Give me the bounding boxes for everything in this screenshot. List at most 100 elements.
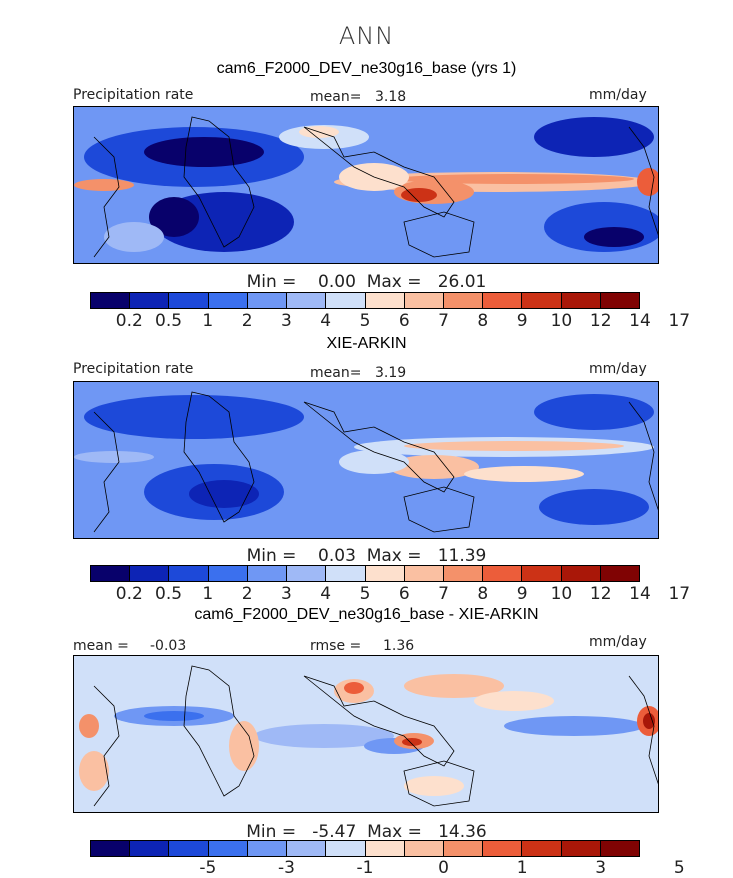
colorbar-segment: [130, 566, 170, 581]
colorbar-tick-label: 1: [202, 311, 214, 331]
colorbar-tick-label: 5: [673, 858, 685, 878]
colorbar-tick-label: -3: [277, 858, 295, 878]
panel3-colorbar: [90, 840, 640, 857]
panel3-title: cam6_F2000_DEV_ne30g16_base - XIE-ARKIN: [194, 606, 539, 623]
panel2-title: XIE-ARKIN: [326, 335, 407, 352]
colorbar-segment: [443, 566, 484, 581]
panel1-min-max: Min = 0.00 Max = 26.01: [246, 272, 487, 292]
colorbar-tick-label: 8: [477, 584, 489, 604]
panel1-map: [73, 106, 659, 264]
panel2-mean-label: mean=: [310, 365, 362, 381]
colorbar-tick-label: 17: [668, 311, 691, 331]
colorbar-segment: [130, 293, 170, 308]
colorbar-segment: [365, 841, 405, 856]
colorbar-segment: [483, 293, 523, 308]
colorbar-segment: [404, 566, 444, 581]
panel1-units: mm/day: [589, 87, 647, 103]
colorbar-segment: [287, 293, 327, 308]
colorbar-segment: [247, 566, 288, 581]
colorbar-segment: [326, 566, 366, 581]
colorbar-segment: [287, 841, 327, 856]
colorbar-segment: [404, 293, 444, 308]
colorbar-segment: [287, 566, 327, 581]
panel1-colorbar: [90, 292, 640, 309]
colorbar-segment: [91, 841, 131, 856]
colorbar-segment: [247, 293, 288, 308]
colorbar-segment: [365, 293, 405, 308]
colorbar-tick-label: 12: [589, 311, 612, 331]
colorbar-segment: [208, 293, 248, 308]
colorbar-tick-label: 0.2: [115, 584, 143, 604]
panel3-min-max: Min = -5.47 Max = 14.36: [246, 822, 487, 842]
colorbar-segment: [208, 566, 248, 581]
colorbar-segment: [130, 841, 170, 856]
colorbar-tick-label: 0: [438, 858, 449, 878]
colorbar-segment: [169, 566, 209, 581]
colorbar-tick-label: 7: [438, 584, 449, 604]
colorbar-tick-label: 4: [320, 311, 332, 331]
colorbar-segment: [561, 566, 601, 581]
colorbar-tick-label: 4: [320, 584, 332, 604]
panel1-title: cam6_F2000_DEV_ne30g16_base (yrs 1): [216, 60, 517, 77]
colorbar-segment: [561, 293, 601, 308]
colorbar-segment: [443, 293, 484, 308]
colorbar-segment: [326, 841, 366, 856]
colorbar-tick-label: 12: [589, 584, 612, 604]
panel1-variable-label: Precipitation rate: [73, 87, 194, 103]
colorbar-tick-label: 9: [516, 311, 528, 331]
colorbar-tick-label: 3: [281, 311, 292, 331]
colorbar-tick-label: 2: [241, 311, 253, 331]
colorbar-segment: [561, 841, 601, 856]
colorbar-tick-label: 9: [516, 584, 528, 604]
colorbar-tick-label: 1: [202, 584, 214, 604]
colorbar-tick-label: 5: [359, 584, 371, 604]
colorbar-segment: [404, 841, 444, 856]
colorbar-segment: [91, 293, 131, 308]
colorbar-tick-label: 17: [668, 584, 691, 604]
colorbar-segment: [483, 841, 523, 856]
colorbar-segment: [169, 293, 209, 308]
colorbar-tick-label: 2: [241, 584, 253, 604]
colorbar-segment: [365, 566, 405, 581]
colorbar-segment: [600, 566, 640, 581]
panel3-rmse-label: rmse =: [310, 638, 362, 654]
colorbar-segment: [600, 841, 640, 856]
panel1-colorbar-ticks: 0.2 0.5 1 2 3 4 5 6 7 8 9 10 12 14 17: [90, 311, 690, 331]
panel3-units: mm/day: [589, 634, 647, 650]
colorbar-segment: [169, 841, 209, 856]
colorbar-tick-label: 0.5: [155, 584, 183, 604]
panel1-mean-label: mean=: [310, 89, 362, 105]
colorbar-segment: [483, 566, 523, 581]
colorbar-tick-label: 3: [595, 858, 607, 878]
colorbar-tick-label: 10: [550, 584, 573, 604]
colorbar-tick-label: 8: [477, 311, 489, 331]
colorbar-segment: [91, 566, 131, 581]
panel1-mean-value: 3.18: [375, 89, 407, 105]
colorbar-tick-label: 14: [629, 584, 651, 604]
colorbar-tick-label: 1: [516, 858, 528, 878]
colorbar-tick-label: 0.2: [115, 311, 143, 331]
colorbar-tick-label: 10: [550, 311, 573, 331]
panel2-min-max: Min = 0.03 Max = 11.39: [246, 546, 487, 566]
colorbar-tick-label: 14: [629, 311, 651, 331]
colorbar-segment: [208, 841, 248, 856]
colorbar-tick-label: 5: [359, 311, 371, 331]
panel2-precip-field: [74, 382, 658, 538]
colorbar-tick-label: 6: [398, 311, 410, 331]
panel3-rmse-value: 1.36: [383, 638, 415, 654]
panel2-variable-label: Precipitation rate: [73, 361, 194, 377]
colorbar-tick-label: 0.5: [155, 311, 183, 331]
figure-title: ANN: [338, 22, 395, 50]
panel3-diff-field: [74, 656, 658, 812]
colorbar-tick-label: 3: [281, 584, 292, 604]
colorbar-segment: [326, 293, 366, 308]
colorbar-tick-label: 7: [438, 311, 449, 331]
colorbar-tick-label: 6: [398, 584, 410, 604]
colorbar-segment: [522, 293, 562, 308]
panel3-mean-value: -0.03: [150, 638, 187, 654]
panel2-units: mm/day: [589, 361, 647, 377]
panel2-colorbar-ticks: 0.2 0.5 1 2 3 4 5 6 7 8 9 10 12 14 17: [90, 584, 690, 604]
panel2-colorbar: [90, 565, 640, 582]
panel3-mean-label: mean =: [73, 638, 129, 654]
colorbar-segment: [600, 293, 640, 308]
